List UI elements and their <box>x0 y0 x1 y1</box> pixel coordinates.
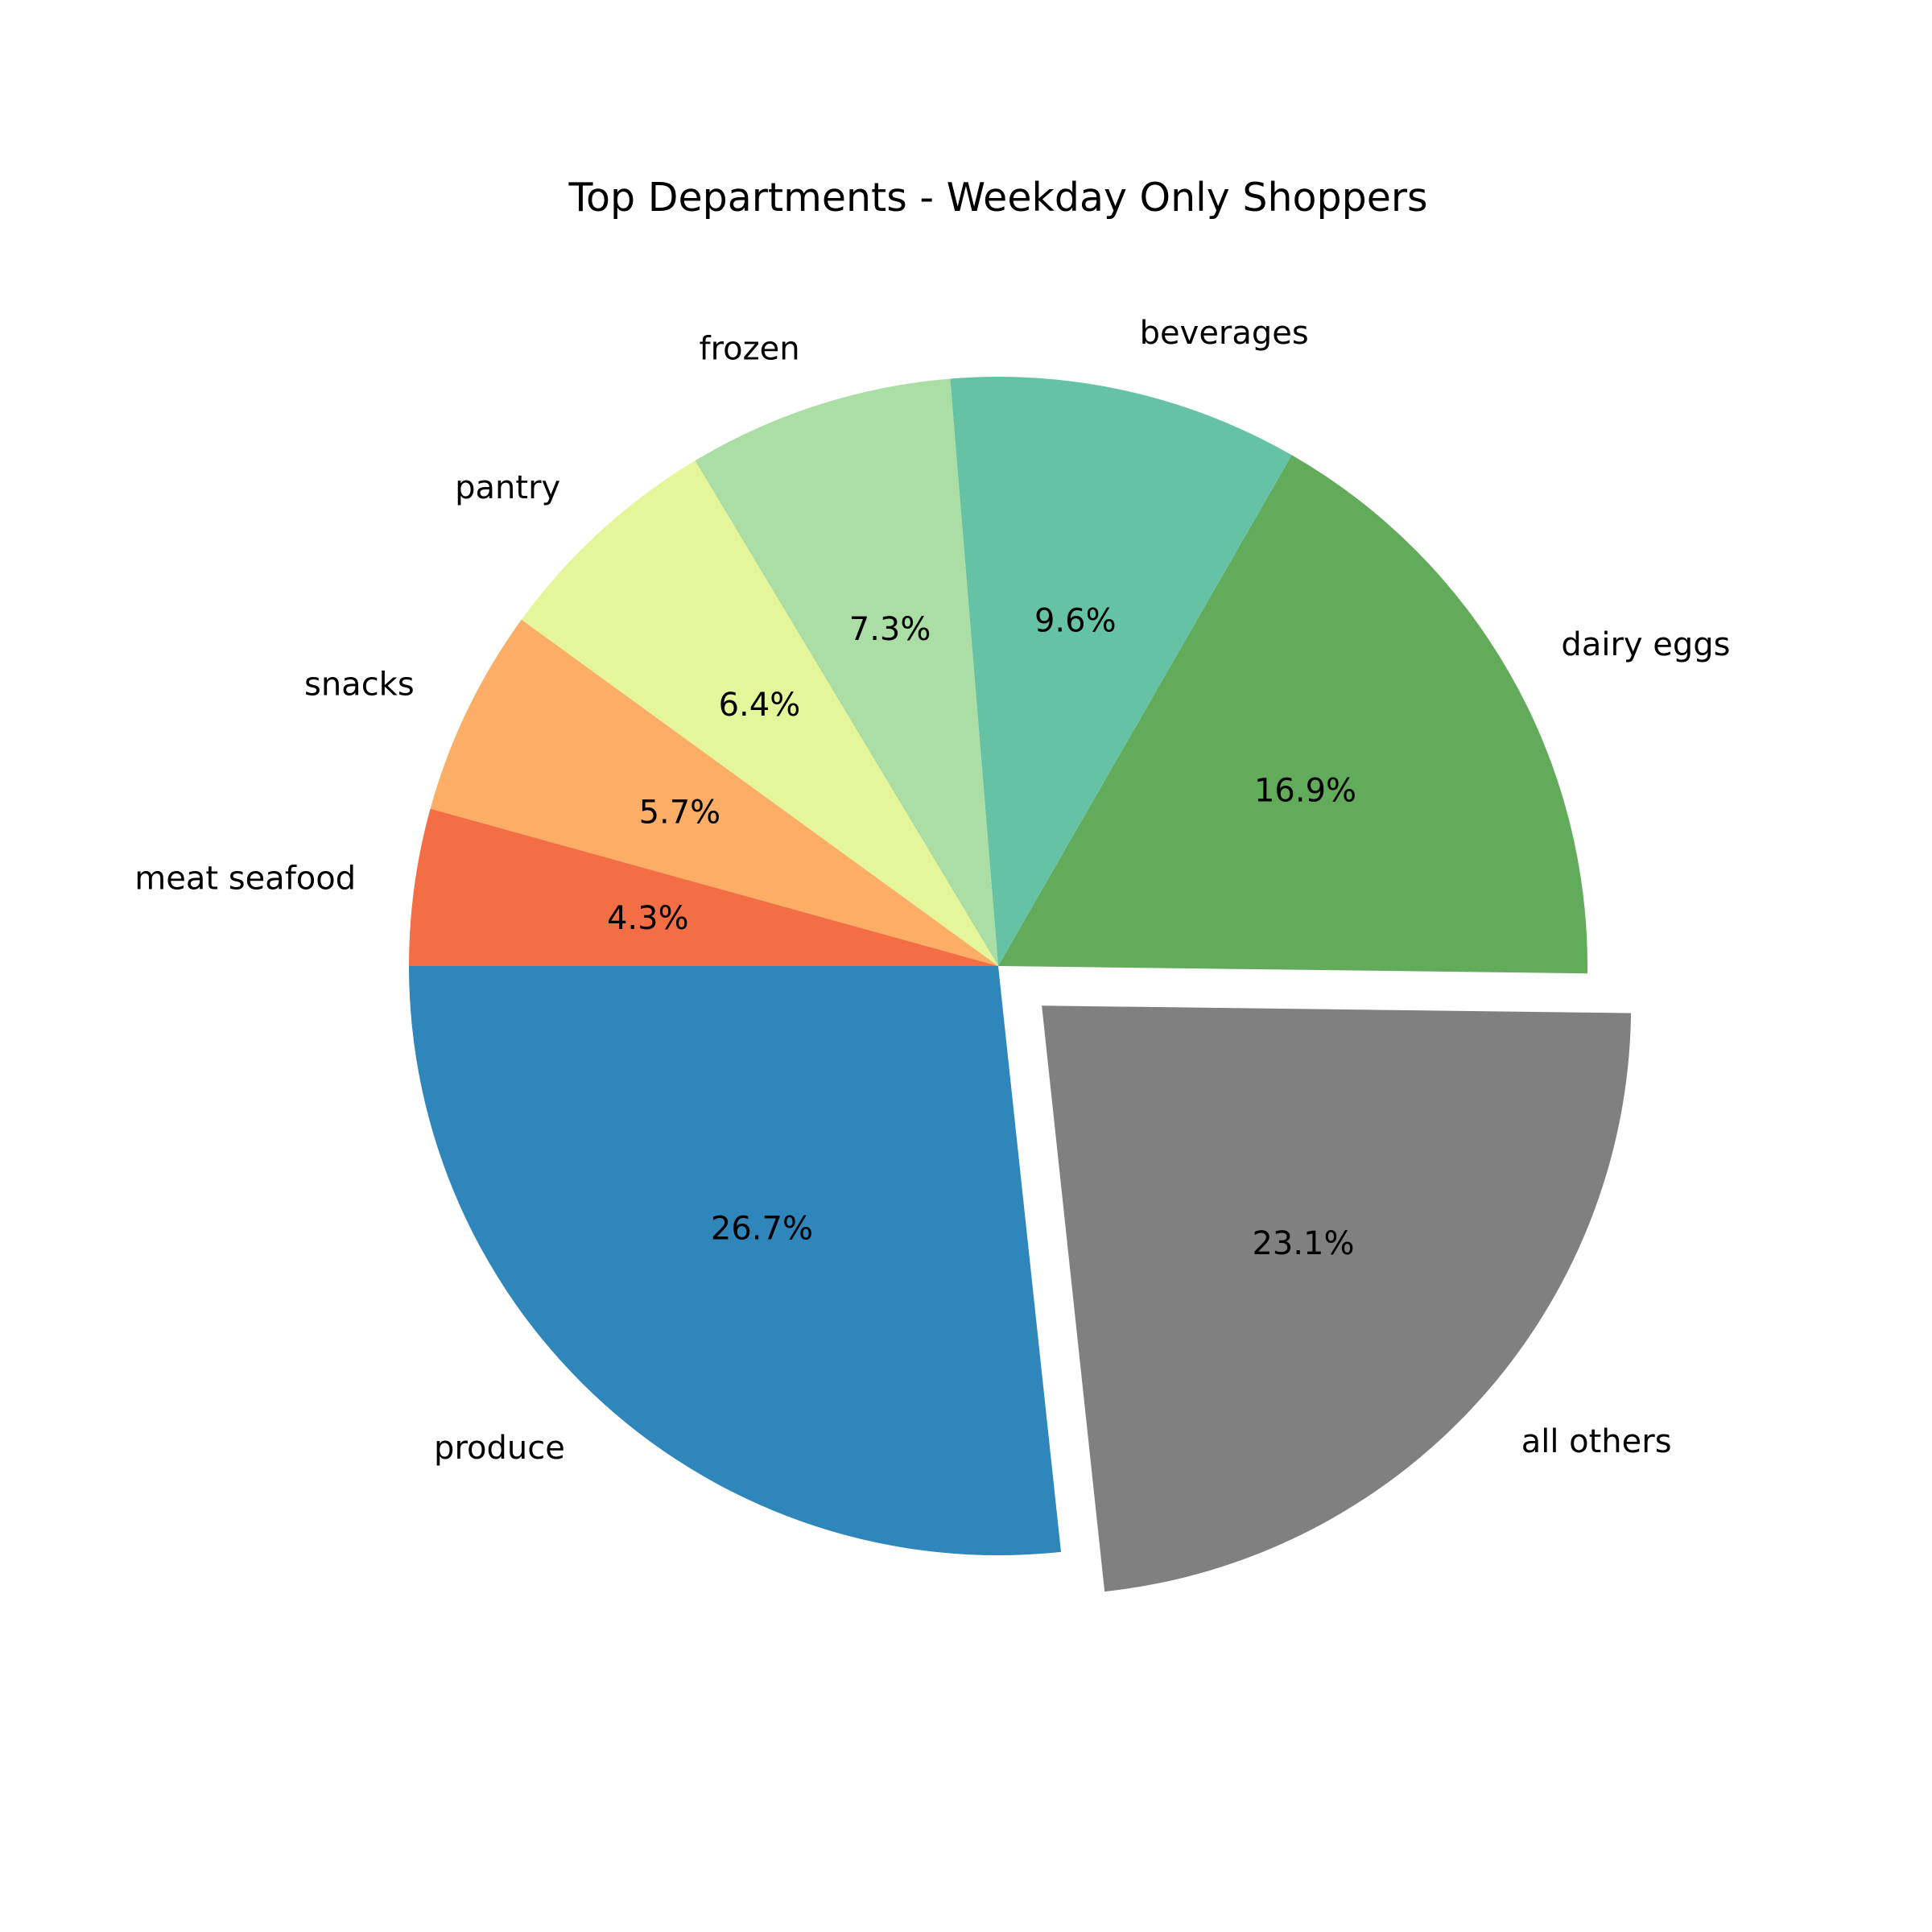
pie-slice-meat-seafood <box>409 808 998 966</box>
pct-label-pantry: 6.4% <box>719 687 801 724</box>
pie-slice-frozen <box>695 378 998 966</box>
slice-label-frozen: frozen <box>700 330 800 367</box>
labels-layer: produce 26.7% all others 23.1% dairy eggs 16.… <box>134 315 1730 1467</box>
pct-label-meat-seafood: 4.3% <box>607 900 689 937</box>
slice-label-dairy-eggs: dairy eggs <box>1561 626 1730 663</box>
slice-label-meat-seafood: meat seafood <box>134 861 356 898</box>
pie-slice-snacks <box>430 619 998 966</box>
pie-slice-pantry <box>521 460 998 966</box>
slices-layer <box>409 377 1632 1592</box>
pie-slice-beverages <box>950 377 1292 967</box>
slice-label-pantry: pantry <box>455 469 560 506</box>
pct-label-snacks: 5.7% <box>639 794 721 831</box>
pie-slice-dairy-eggs <box>998 455 1588 974</box>
chart-title: Top Departments - Weekday Only Shoppers <box>568 175 1427 221</box>
pie-slice-produce <box>409 966 1062 1555</box>
pct-label-dairy-eggs: 16.9% <box>1254 772 1356 809</box>
slice-label-all-others: all others <box>1521 1423 1672 1460</box>
slice-label-snacks: snacks <box>304 666 415 703</box>
slice-label-produce: produce <box>434 1430 565 1467</box>
pct-label-frozen: 7.3% <box>849 611 931 648</box>
pct-label-beverages: 9.6% <box>1034 602 1117 639</box>
pie-slice-all-others <box>1042 1005 1632 1592</box>
slice-label-beverages: beverages <box>1140 315 1309 352</box>
pct-label-produce: 26.7% <box>711 1211 813 1248</box>
pct-label-all-others: 23.1% <box>1252 1225 1354 1262</box>
